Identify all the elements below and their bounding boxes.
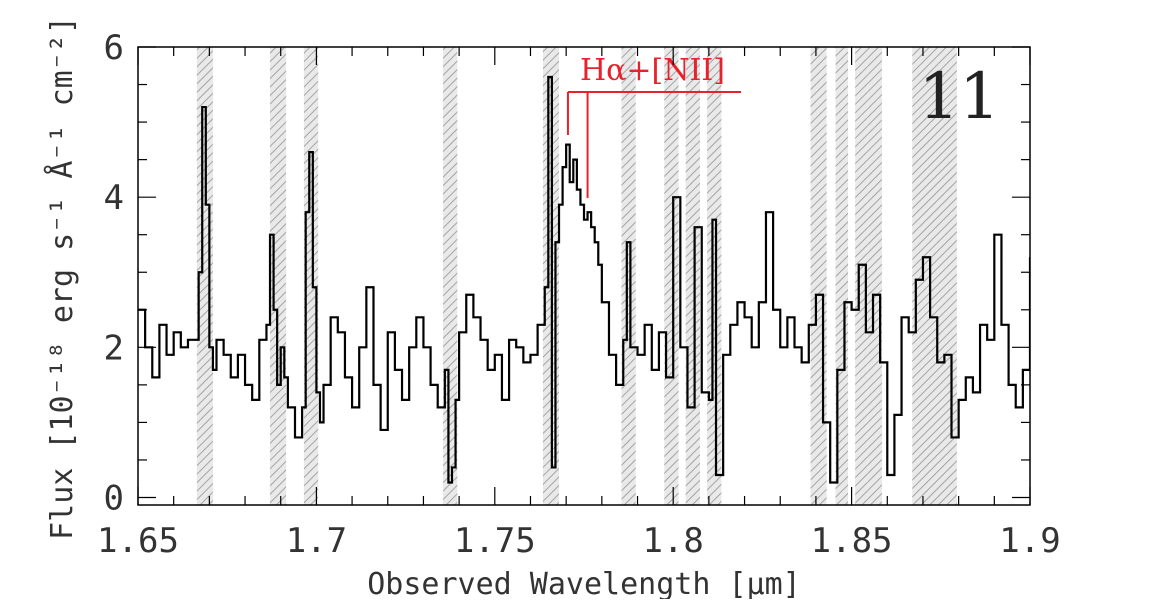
- masked-region-8: [685, 47, 700, 505]
- masked-region-4: [443, 47, 458, 505]
- spectrum-series: [138, 75, 1030, 484]
- axis-ticks: 1.65 1.7 1.75 1.8 1.85 1.9 0 2 4 6: [97, 28, 1061, 561]
- x-tick-label: 1.8: [642, 521, 703, 561]
- masked-region-10: [810, 47, 827, 505]
- masked-region-2: [270, 47, 287, 505]
- x-tick-label: 1.9: [999, 521, 1060, 561]
- masked-region-1: [196, 47, 213, 505]
- x-axis-label: Observed Wavelength [μm]: [367, 567, 800, 599]
- masked-region-9: [707, 47, 722, 505]
- axis-labels: Observed Wavelength [μm] Flux [10⁻¹⁸ erg …: [44, 16, 1000, 602]
- x-tick-label: 1.85: [811, 521, 893, 561]
- masked-region-14: [912, 47, 957, 505]
- y-tick-label: 2: [104, 328, 124, 368]
- masked-region-12: [855, 47, 868, 505]
- x-tick-label: 1.7: [286, 521, 347, 561]
- y-tick-label: 6: [104, 28, 124, 68]
- masked-region-11: [835, 47, 849, 505]
- y-axis-label: Flux [10⁻¹⁸ erg s⁻¹ Å⁻¹ cm⁻²]: [44, 16, 80, 540]
- y-tick-label: 0: [104, 478, 124, 518]
- plot-frame: [137, 46, 1031, 506]
- masked-region-6: [621, 47, 636, 505]
- panel-label: 11: [919, 60, 1000, 134]
- annotation-label: Hα+[NII]: [580, 53, 725, 88]
- y-tick-label: 4: [104, 178, 124, 218]
- x-tick-label: 1.65: [97, 521, 179, 561]
- masked-region-13: [867, 47, 882, 505]
- masked-region-7: [664, 47, 679, 505]
- masked-region-3: [303, 47, 319, 505]
- line-annotation: Hα+[NII]: [566, 53, 741, 198]
- axes-frame: [137, 46, 1031, 506]
- x-tick-label: 1.75: [454, 521, 536, 561]
- masked-regions: [196, 47, 957, 505]
- spectrum-line-1: [138, 75, 1030, 484]
